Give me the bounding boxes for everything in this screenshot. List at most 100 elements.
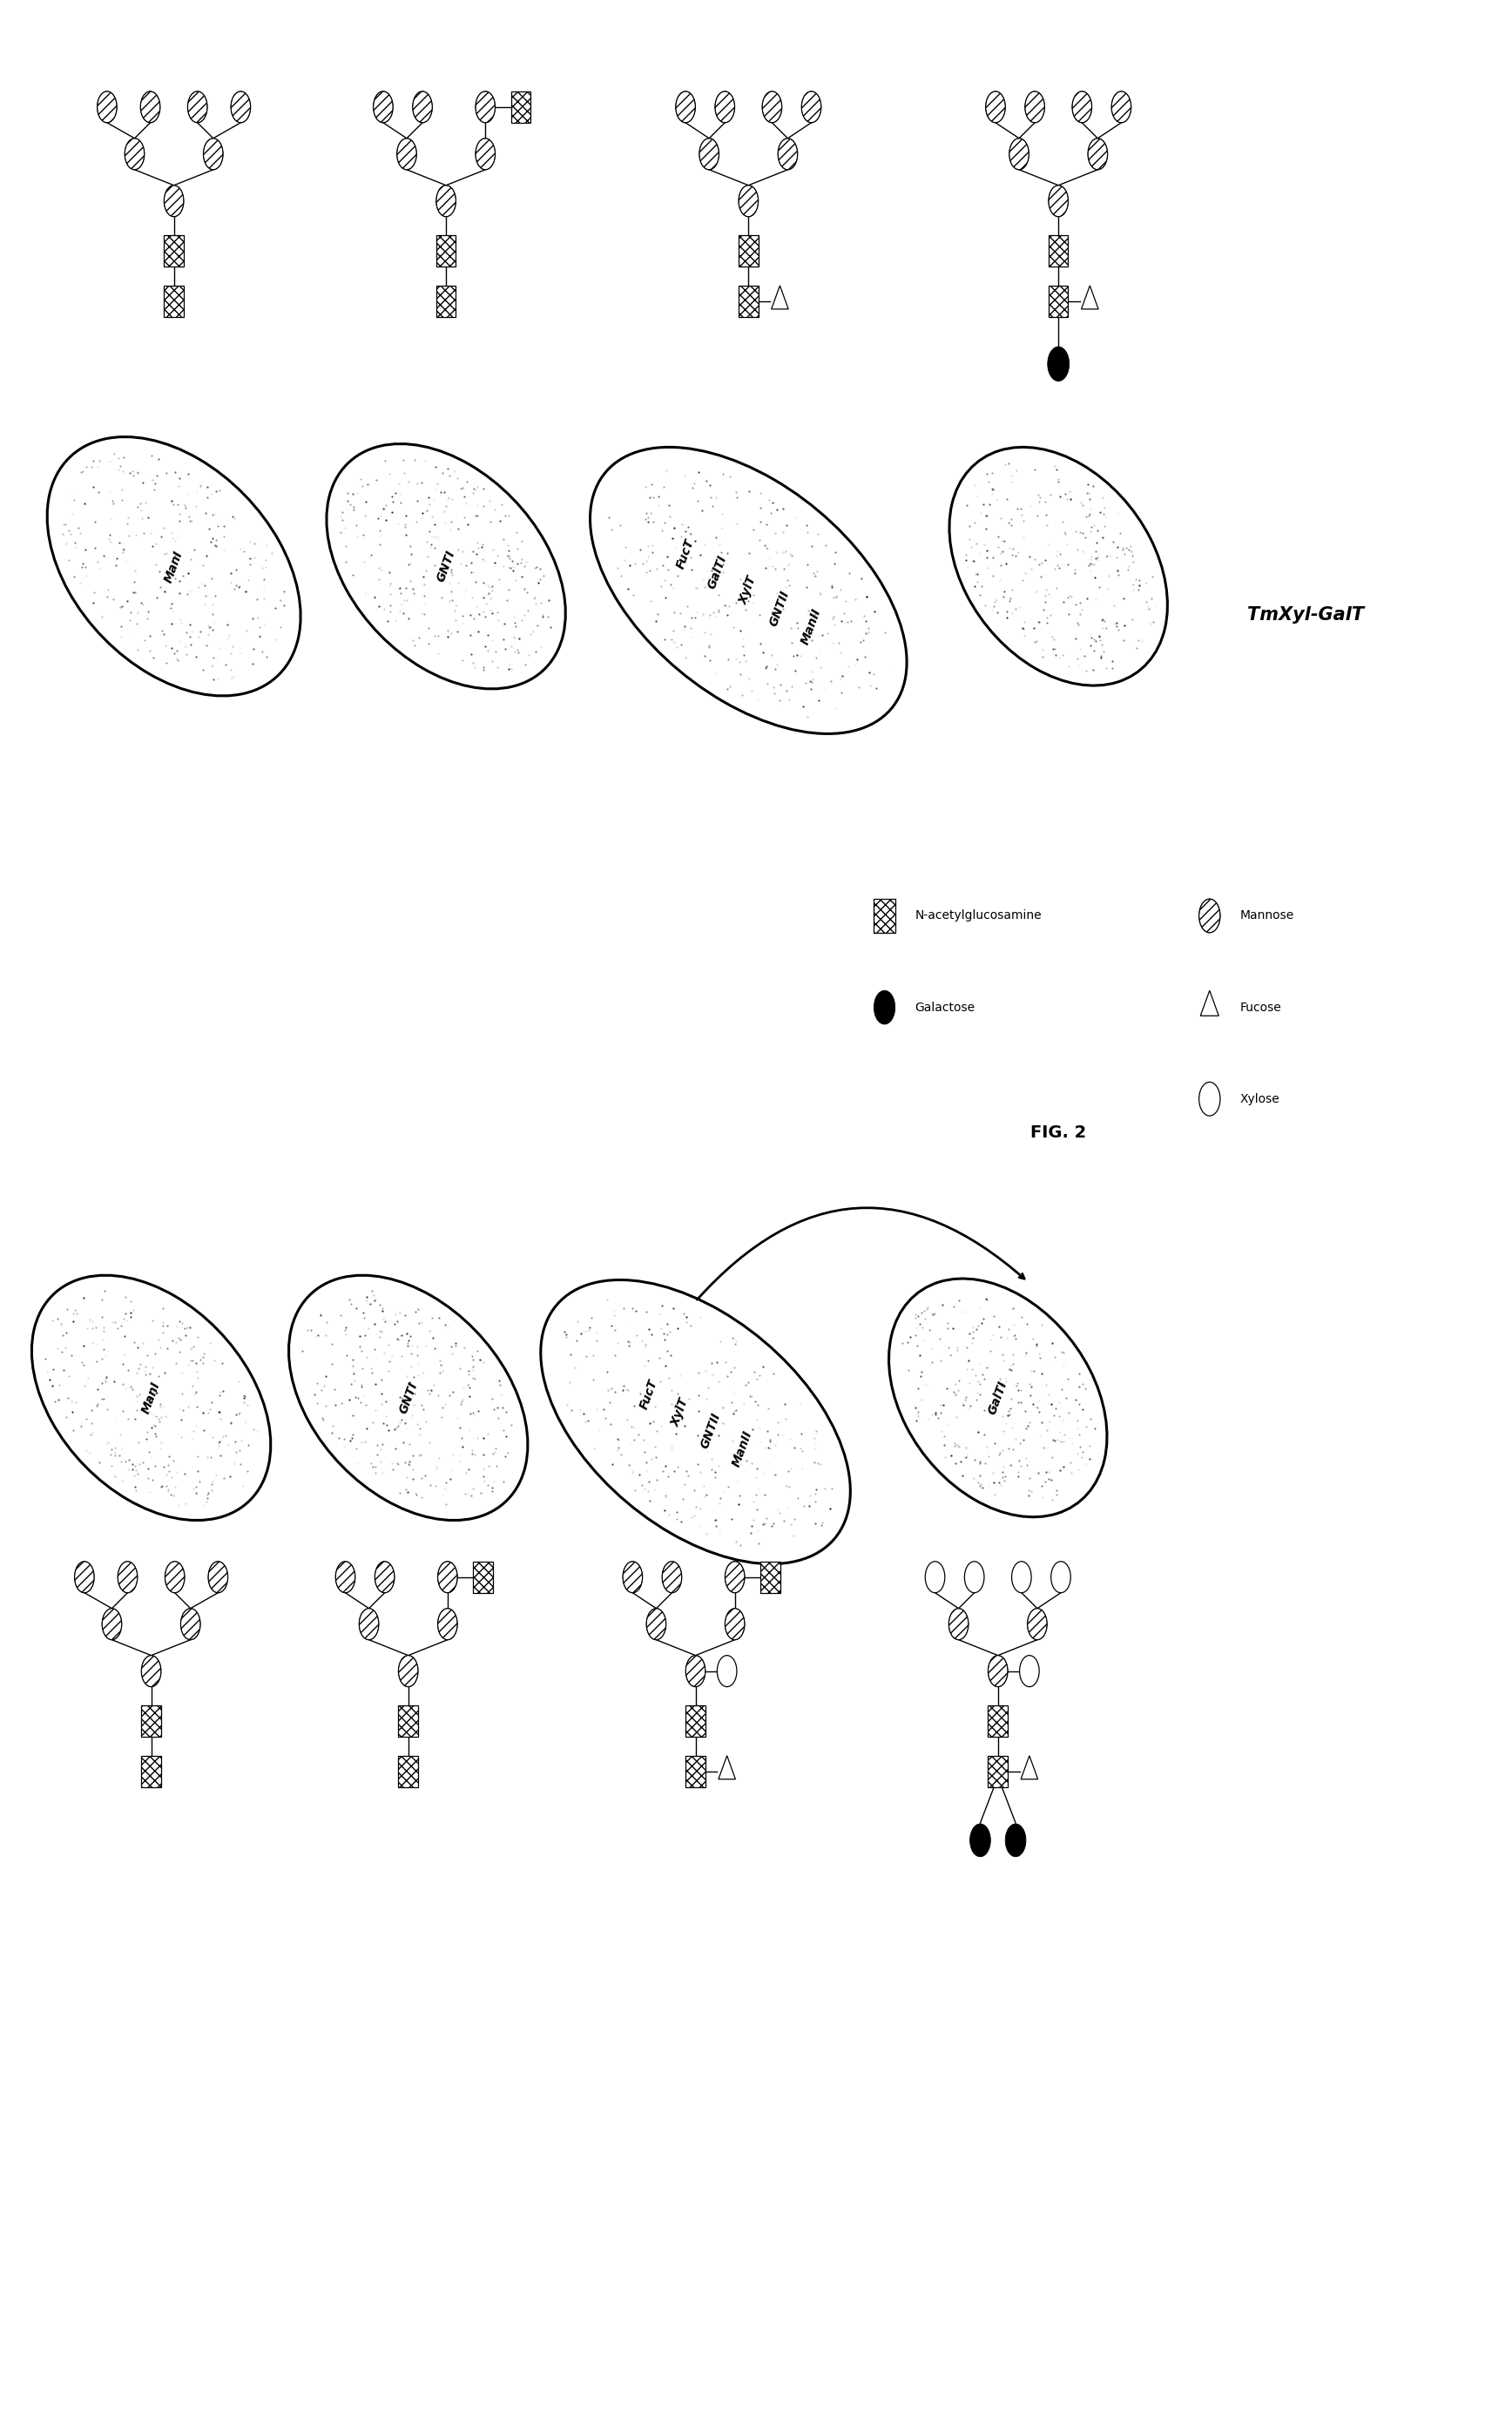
Bar (761, 1562, 780, 1593)
Text: GNTII: GNTII (699, 1412, 723, 1451)
Circle shape (1005, 1824, 1027, 1856)
Bar (989, 1754, 1009, 1788)
Circle shape (715, 92, 735, 123)
Bar (738, 284, 758, 316)
Circle shape (103, 1607, 122, 1639)
Circle shape (336, 1562, 355, 1593)
Ellipse shape (889, 1280, 1107, 1516)
Text: GalTI: GalTI (706, 554, 729, 590)
Bar (399, 1706, 417, 1738)
Bar (686, 1754, 705, 1788)
Circle shape (399, 1656, 417, 1687)
Bar (989, 1754, 1009, 1788)
Ellipse shape (950, 448, 1167, 684)
Circle shape (181, 1607, 200, 1639)
Circle shape (623, 1562, 643, 1593)
Circle shape (1087, 137, 1107, 169)
Circle shape (118, 1562, 138, 1593)
Circle shape (965, 1562, 984, 1593)
Ellipse shape (327, 443, 565, 689)
Circle shape (726, 1607, 744, 1639)
Bar (1049, 284, 1067, 316)
Bar (686, 1706, 705, 1738)
Circle shape (1012, 1562, 1031, 1593)
Circle shape (125, 137, 145, 169)
Circle shape (438, 1562, 458, 1593)
Circle shape (231, 92, 251, 123)
Bar (511, 92, 531, 123)
Bar (1049, 236, 1067, 268)
Circle shape (437, 186, 457, 217)
Ellipse shape (590, 448, 907, 733)
Circle shape (373, 92, 393, 123)
Bar (989, 1706, 1009, 1738)
Circle shape (726, 1562, 744, 1593)
Circle shape (1199, 899, 1220, 933)
Circle shape (986, 92, 1005, 123)
Text: Mannose: Mannose (1240, 909, 1294, 923)
Text: GNTI: GNTI (398, 1381, 419, 1415)
Circle shape (97, 92, 116, 123)
Circle shape (662, 1562, 682, 1593)
Circle shape (142, 1656, 162, 1687)
Circle shape (686, 1656, 705, 1687)
Circle shape (360, 1607, 380, 1639)
Text: ManI: ManI (139, 1381, 163, 1415)
Circle shape (1072, 92, 1092, 123)
Text: Fucose: Fucose (1240, 1000, 1282, 1015)
Bar (738, 284, 758, 316)
Bar (874, 899, 895, 933)
Circle shape (475, 92, 494, 123)
Bar (738, 236, 758, 268)
Bar (738, 236, 758, 268)
Bar (435, 236, 457, 268)
Bar (473, 1562, 493, 1593)
Circle shape (1199, 1082, 1220, 1116)
Bar (399, 1706, 417, 1738)
Circle shape (165, 186, 184, 217)
Circle shape (141, 92, 160, 123)
Circle shape (717, 1656, 736, 1687)
Bar (399, 1754, 417, 1788)
Circle shape (925, 1562, 945, 1593)
Text: ManII: ManII (798, 607, 823, 646)
Text: FucT: FucT (638, 1379, 659, 1412)
Text: ManI: ManI (162, 549, 186, 583)
Circle shape (375, 1562, 395, 1593)
Text: GalTI: GalTI (986, 1379, 1010, 1417)
Circle shape (1028, 1607, 1048, 1639)
Circle shape (676, 92, 696, 123)
Circle shape (1025, 92, 1045, 123)
Circle shape (209, 1562, 228, 1593)
Ellipse shape (541, 1280, 850, 1564)
Bar (511, 92, 531, 123)
Bar (1049, 284, 1067, 316)
Bar (163, 236, 183, 268)
Bar (142, 1706, 160, 1738)
Bar (686, 1706, 705, 1738)
Circle shape (874, 991, 895, 1024)
Circle shape (1051, 1562, 1070, 1593)
Bar (435, 284, 457, 316)
Circle shape (1111, 92, 1131, 123)
Bar (761, 1562, 780, 1593)
Circle shape (1009, 137, 1028, 169)
Bar (874, 899, 895, 933)
Text: XylT: XylT (738, 574, 759, 607)
Circle shape (475, 137, 494, 169)
Circle shape (438, 1607, 458, 1639)
Bar (989, 1706, 1009, 1738)
Bar (1049, 236, 1067, 268)
Circle shape (762, 92, 782, 123)
Circle shape (1048, 186, 1067, 217)
Circle shape (413, 92, 432, 123)
Text: TmXyl-GalT: TmXyl-GalT (1247, 605, 1364, 624)
Text: FucT: FucT (674, 537, 697, 571)
Text: GNTII: GNTII (768, 588, 792, 629)
Bar (142, 1754, 160, 1788)
Bar (142, 1754, 160, 1788)
Bar (142, 1706, 160, 1738)
Bar (686, 1754, 705, 1788)
Circle shape (396, 137, 416, 169)
Circle shape (74, 1562, 94, 1593)
